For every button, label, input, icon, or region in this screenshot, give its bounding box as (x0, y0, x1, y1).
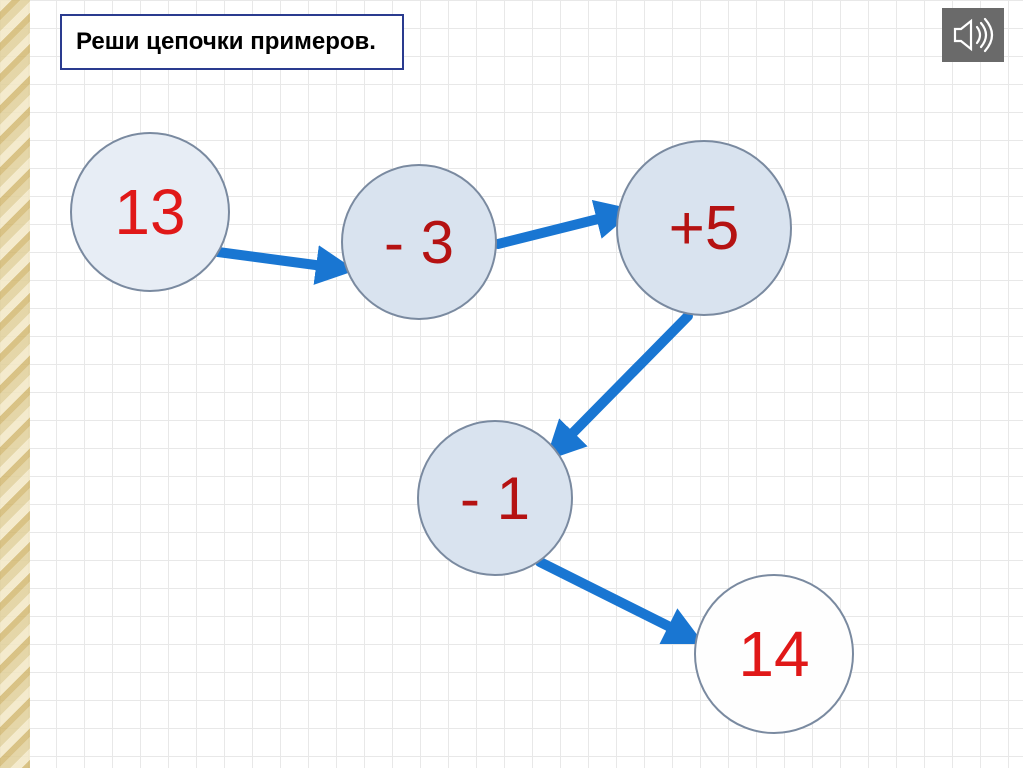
task-title-text: Реши цепочки примеров. (76, 28, 376, 56)
chain-node-n5: 14 (694, 574, 854, 734)
arrow-n4-n5 (540, 562, 688, 636)
arrow-layer (0, 0, 1023, 768)
arrow-n1-n2 (218, 252, 338, 268)
sound-button[interactable] (942, 8, 1004, 62)
chain-node-n1: 13 (70, 132, 230, 292)
chain-node-n2: - 3 (341, 164, 497, 320)
arrow-n3-n4 (558, 316, 688, 448)
speaker-icon (951, 15, 995, 55)
task-title-box: Реши цепочки примеров. (60, 14, 404, 70)
arrow-n2-n3 (498, 214, 618, 244)
slide-canvas: Реши цепочки примеров. 13 - 3 +5 - 1 14 (0, 0, 1023, 768)
chain-node-n4: - 1 (417, 420, 573, 576)
decorative-left-strip (0, 0, 30, 768)
chain-node-n3: +5 (616, 140, 792, 316)
